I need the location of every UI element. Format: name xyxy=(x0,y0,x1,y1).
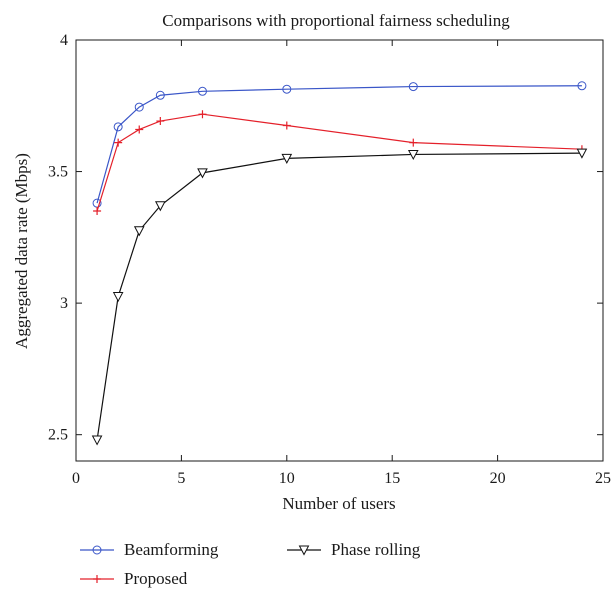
data-point xyxy=(198,110,207,119)
series-triangle-down xyxy=(91,148,588,446)
legend-label: Phase rolling xyxy=(331,540,421,559)
x-tick-label: 15 xyxy=(384,470,400,487)
data-point xyxy=(409,138,418,147)
x-axis-label: Number of users xyxy=(282,494,395,513)
x-tick-label: 0 xyxy=(72,470,80,487)
x-tick-label: 20 xyxy=(490,470,506,487)
data-point xyxy=(577,81,587,91)
legend-label: Beamforming xyxy=(124,540,219,559)
legend-label: Proposed xyxy=(124,569,188,588)
data-point xyxy=(156,117,165,126)
chart-title: Comparisons with proportional fairness s… xyxy=(162,11,510,30)
data-point xyxy=(134,102,144,112)
data-point xyxy=(91,435,103,446)
data-point xyxy=(407,149,419,161)
legend: Beamforming Proposed Phase rolling xyxy=(80,540,421,588)
x-tick-label: 10 xyxy=(279,470,295,487)
legend-marker xyxy=(93,575,101,583)
x-axis: 0 5 10 15 20 25 xyxy=(72,40,611,487)
y-tick-label: 3.5 xyxy=(48,164,68,181)
y-tick-label: 2.5 xyxy=(48,427,68,444)
y-axis: 2.5 3 3.5 4 xyxy=(48,32,603,444)
series-circle xyxy=(92,81,587,208)
data-point xyxy=(197,168,208,179)
data-point xyxy=(408,82,418,92)
legend-item: Phase rolling xyxy=(287,540,421,559)
x-tick-label: 25 xyxy=(595,470,611,487)
data-point xyxy=(112,292,124,303)
legend-marker xyxy=(92,545,102,555)
data-point xyxy=(576,148,588,159)
data-point xyxy=(133,226,145,237)
legend-item: Proposed xyxy=(80,569,188,588)
data-point xyxy=(281,153,293,164)
data-point xyxy=(113,122,123,132)
x-tick-label: 5 xyxy=(177,470,185,487)
data-point xyxy=(282,121,291,130)
series-plus xyxy=(93,110,586,216)
y-axis-label: Aggregated data rate (Mbps) xyxy=(12,153,31,349)
data-point xyxy=(154,201,166,212)
legend-item: Beamforming xyxy=(80,540,219,559)
data-point xyxy=(282,84,292,94)
plot-area xyxy=(75,39,604,462)
series-layer xyxy=(91,81,588,446)
legend-marker xyxy=(298,545,310,556)
series-line xyxy=(96,152,582,441)
data-point xyxy=(135,125,144,134)
y-tick-label: 4 xyxy=(60,32,68,49)
series-line xyxy=(96,85,582,204)
data-point xyxy=(93,207,102,216)
data-point xyxy=(155,90,165,100)
series-line xyxy=(96,113,582,212)
data-point xyxy=(197,86,207,96)
y-tick-label: 3 xyxy=(60,295,68,312)
data-point xyxy=(114,138,123,147)
